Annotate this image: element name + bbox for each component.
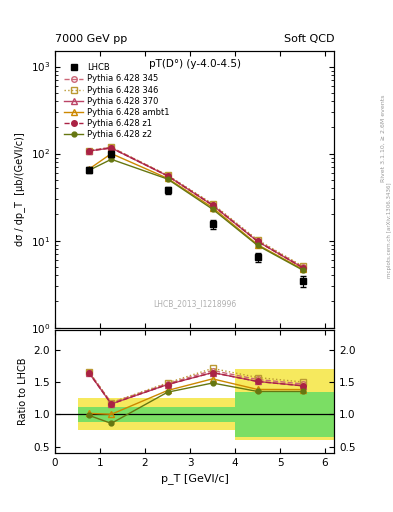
Text: LHCB_2013_I1218996: LHCB_2013_I1218996	[153, 300, 236, 308]
Legend: LHCB, Pythia 6.428 345, Pythia 6.428 346, Pythia 6.428 370, Pythia 6.428 ambt1, : LHCB, Pythia 6.428 345, Pythia 6.428 346…	[62, 61, 172, 141]
Text: Soft QCD: Soft QCD	[284, 33, 334, 44]
Text: Rivet 3.1.10, ≥ 2.6M events: Rivet 3.1.10, ≥ 2.6M events	[381, 95, 386, 182]
Text: pT(D°) (y-4.0-4.5): pT(D°) (y-4.0-4.5)	[149, 59, 241, 70]
Text: mcplots.cern.ch [arXiv:1306.3436]: mcplots.cern.ch [arXiv:1306.3436]	[387, 183, 391, 278]
X-axis label: p_T [GeVl/c]: p_T [GeVl/c]	[161, 474, 228, 484]
Y-axis label: Ratio to LHCB: Ratio to LHCB	[18, 358, 28, 425]
Text: 7000 GeV pp: 7000 GeV pp	[55, 33, 127, 44]
Y-axis label: dσ / dp_T  [μb/(GeVl/c)]: dσ / dp_T [μb/(GeVl/c)]	[14, 133, 25, 246]
